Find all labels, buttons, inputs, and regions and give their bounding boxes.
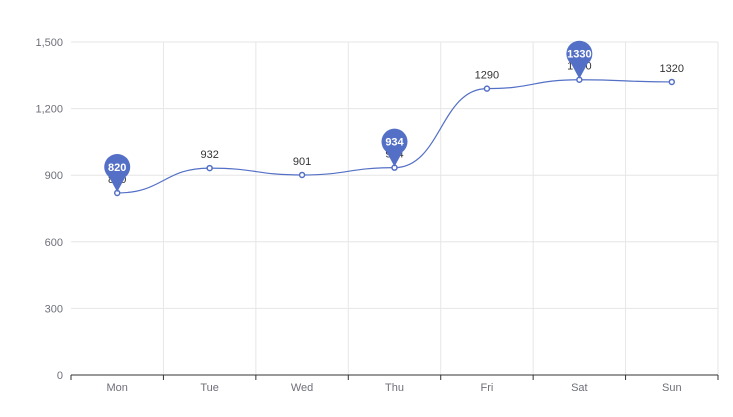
data-label: 932 xyxy=(200,149,218,161)
y-tick-label: 300 xyxy=(45,303,63,315)
pin-layer: 820 934 1330 xyxy=(104,40,593,192)
axis-layer: 0 300 600 900 1,200 1,500 Mon Tue Wed Thu Fri Sat Su… xyxy=(35,37,719,394)
data-point xyxy=(206,164,213,172)
pin-marker: 934 xyxy=(381,128,408,167)
x-tick-label: Thu xyxy=(385,382,404,394)
y-tick-label: 1,200 xyxy=(35,104,63,116)
pin-pointer xyxy=(571,63,588,79)
data-point xyxy=(483,85,491,92)
x-tick-label: Tue xyxy=(200,382,219,394)
data-label: 1320 xyxy=(660,63,684,75)
pin-pointer xyxy=(109,177,126,192)
y-tick-label: 600 xyxy=(45,237,63,249)
x-tick-label: Sat xyxy=(571,382,588,394)
data-point xyxy=(668,78,676,86)
pin-label: 1330 xyxy=(567,49,591,61)
pin-marker: 820 xyxy=(104,153,131,192)
pin-bubble xyxy=(381,128,408,155)
y-tick-label: 900 xyxy=(45,170,63,182)
x-tick-label: Fri xyxy=(481,382,494,394)
pin-bubble xyxy=(566,40,593,67)
y-tick-label: 0 xyxy=(57,370,63,382)
pin-pointer xyxy=(386,151,403,167)
data-label: 1290 xyxy=(475,70,499,82)
x-tick-label: Mon xyxy=(107,382,128,394)
x-tick-label: Sun xyxy=(662,382,682,394)
x-tick-label: Wed xyxy=(291,382,313,394)
pin-label: 820 xyxy=(108,162,126,174)
pin-label: 934 xyxy=(385,137,404,149)
pin-marker: 1330 xyxy=(566,40,593,79)
data-point xyxy=(298,171,306,179)
data-label: 901 xyxy=(293,156,311,168)
pin-bubble xyxy=(104,153,131,180)
grid-layer xyxy=(71,41,719,375)
y-tick-label: 1,500 xyxy=(35,37,63,49)
